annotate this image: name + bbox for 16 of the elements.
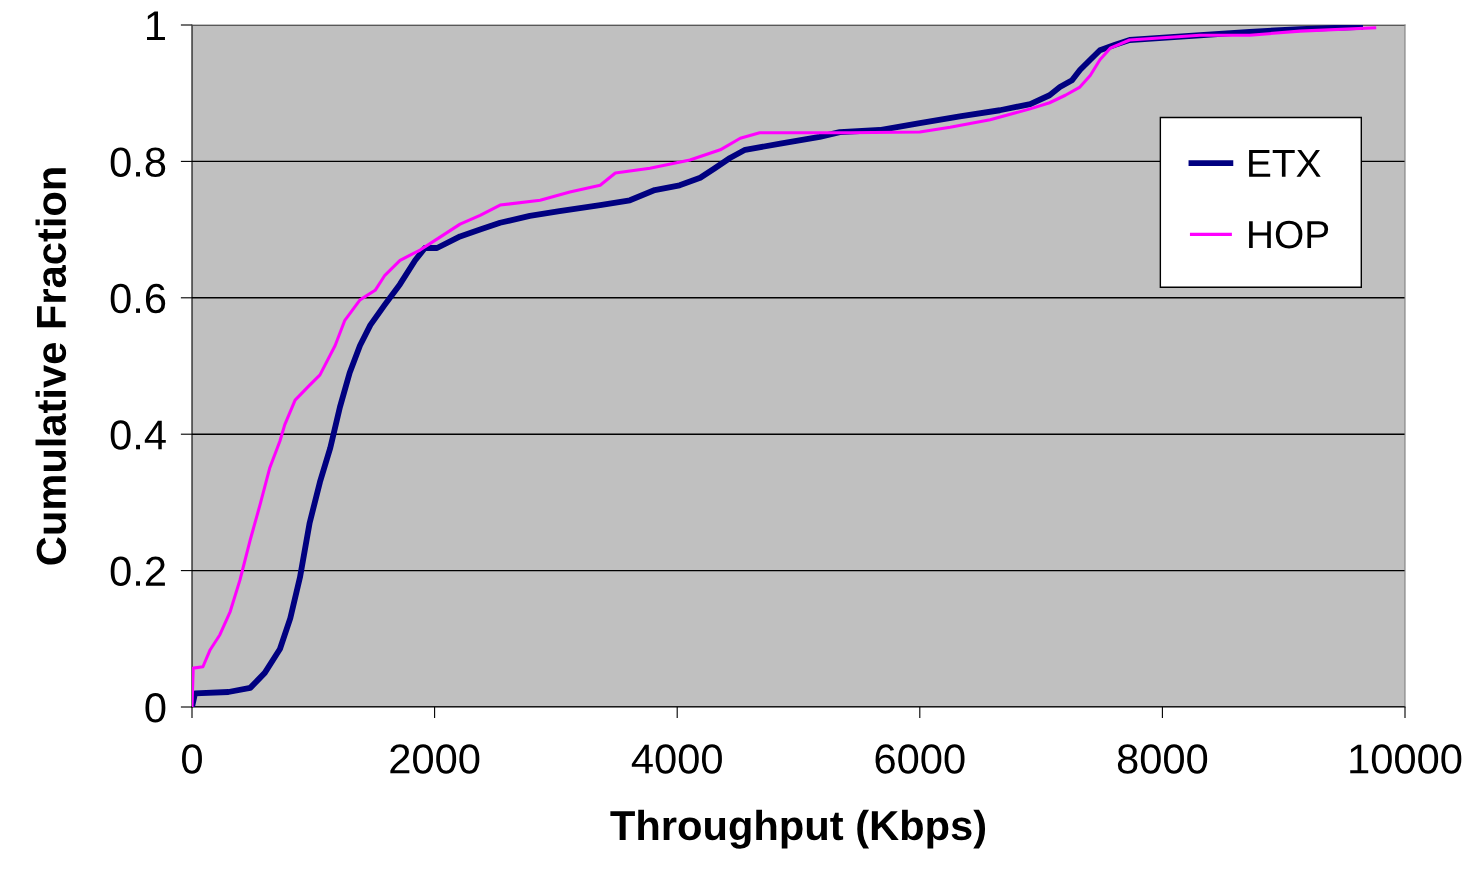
y-tick-label: 0.2 (110, 556, 165, 587)
y-axis-title: Cumulative Fraction (35, 168, 67, 565)
x-tick-label: 8000 (1117, 744, 1208, 774)
legend-label: HOP (1249, 220, 1329, 249)
y-tick-label: 1 (147, 11, 165, 41)
x-tick-label: 6000 (875, 744, 965, 774)
x-axis-title: Throughput (Kbps) (610, 809, 986, 849)
y-tick-label: 0.8 (110, 147, 166, 177)
y-tick-label: 0 (145, 693, 166, 723)
x-tick-label: 0 (182, 744, 202, 774)
x-tick-label: 10000 (1350, 744, 1462, 774)
y-tick-label: 0.4 (110, 420, 166, 450)
legend-label: ETX (1249, 150, 1321, 177)
x-tick-label: 4000 (631, 744, 722, 774)
x-tick-label: 2000 (390, 744, 480, 774)
y-tick-label: 0.6 (110, 283, 166, 314)
